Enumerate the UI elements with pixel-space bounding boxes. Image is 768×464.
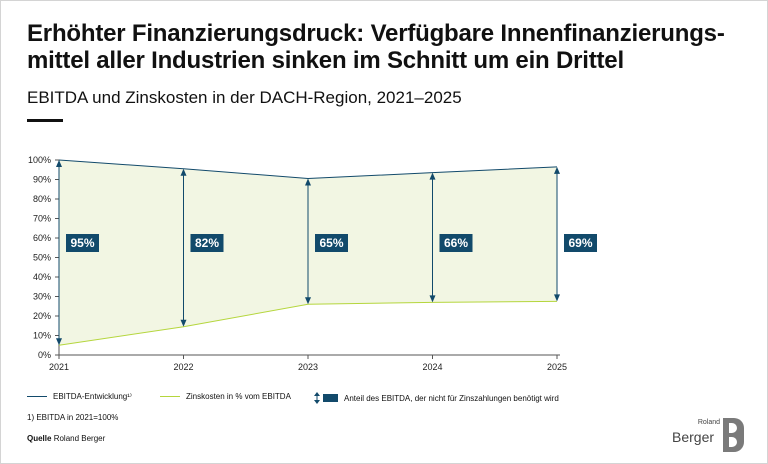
source-text: Roland Berger [53, 434, 106, 443]
label-box-icon [323, 394, 338, 402]
arrow-up-icon [554, 166, 560, 174]
legend-item-share: Anteil des EBITDA, der nicht für Zinszah… [314, 392, 559, 404]
arrow-up-icon [56, 160, 62, 167]
y-tick-label: 90% [33, 175, 51, 185]
y-tick-label: 60% [33, 233, 51, 243]
legend-item-interest: Zinskosten in % vom EBITDA [160, 392, 291, 401]
y-tick-label: 10% [33, 331, 51, 341]
source-line: Quelle Roland Berger [27, 434, 105, 443]
value-label-box [439, 234, 473, 252]
y-tick-label: 70% [33, 214, 51, 224]
x-tick-label: 2023 [298, 362, 318, 372]
y-tick-label: 100% [28, 155, 51, 165]
y-tick-label: 50% [33, 253, 51, 263]
x-tick-label: 2025 [547, 362, 567, 372]
arrow-down-icon [429, 295, 436, 303]
arrow-down-icon [554, 294, 560, 302]
accent-rule [27, 119, 63, 122]
legend-interest-label: Zinskosten in % vom EBITDA [186, 392, 291, 401]
y-tick-label: 0% [38, 350, 51, 360]
footnote: 1) EBITDA in 2021=100% [27, 413, 119, 422]
value-label: 65% [319, 236, 343, 250]
value-label: 69% [568, 236, 592, 250]
x-tick-label: 2024 [422, 362, 442, 372]
value-label: 66% [444, 236, 468, 250]
legend-interest-swatch [160, 396, 180, 397]
roland-berger-logo: Roland Berger [672, 418, 744, 452]
arrow-up-icon [429, 172, 436, 180]
value-label-box [66, 234, 99, 252]
chart-subtitle: EBITDA und Zinskosten in der DACH-Region… [27, 88, 462, 107]
x-tick-label: 2022 [173, 362, 193, 372]
y-tick-label: 30% [33, 292, 51, 302]
logo-mark-icon [723, 418, 744, 452]
arrow-down-icon [56, 338, 62, 346]
chart-title: Erhöhter Finanzierungsdruck: Verfügbare … [27, 20, 725, 74]
legend-ebitda-label: EBITDA-Entwicklung¹⁾ [53, 392, 132, 401]
arrow-up-icon [305, 178, 311, 186]
value-label: 82% [195, 236, 219, 250]
value-label-box [564, 234, 597, 252]
legend-share-label: Anteil des EBITDA, der nicht für Zinszah… [344, 393, 559, 403]
legend-ebitda-swatch [27, 396, 47, 397]
arrow-down-icon [180, 319, 187, 327]
y-tick-label: 20% [33, 311, 51, 321]
logo-word-small: Roland [697, 419, 720, 426]
arrow-down-icon [305, 297, 311, 305]
value-label-box [315, 234, 348, 252]
y-tick-label: 40% [33, 272, 51, 282]
arrow-up-icon [180, 168, 187, 176]
x-tick-label: 2021 [49, 362, 69, 372]
y-tick-label: 80% [33, 194, 51, 204]
value-label: 95% [70, 236, 94, 250]
logo-word-big: Berger [672, 429, 715, 445]
legend-item-ebitda: EBITDA-Entwicklung¹⁾ [27, 392, 132, 401]
source-label: Quelle [27, 434, 52, 443]
double-arrow-icon [314, 392, 320, 404]
value-label-box [190, 234, 224, 252]
